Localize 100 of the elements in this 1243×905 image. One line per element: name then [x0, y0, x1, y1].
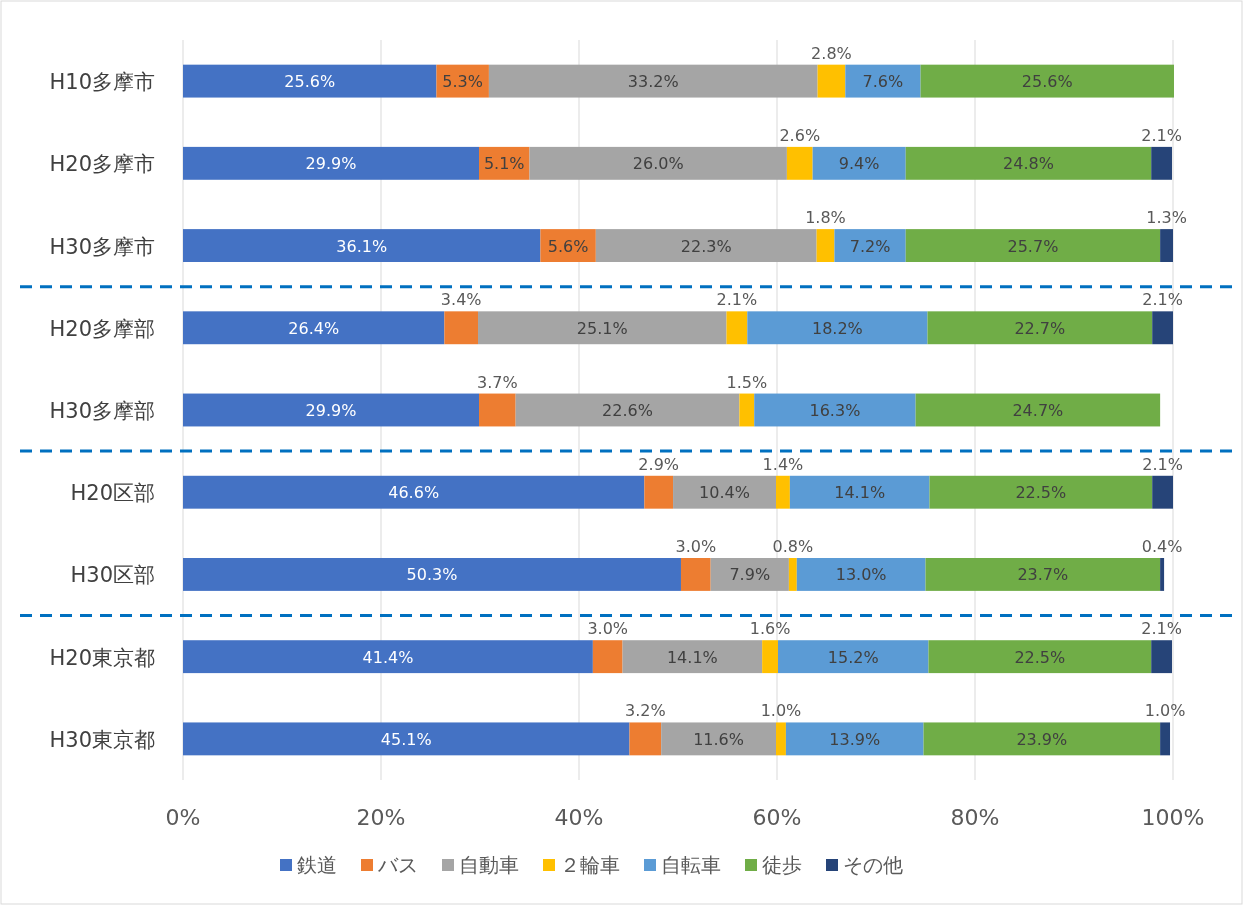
- bar: [927, 311, 1153, 345]
- bar: [929, 475, 1153, 509]
- bar: [183, 311, 445, 345]
- y-tick-label: H20区部: [70, 481, 155, 506]
- data-label: 22.7%: [1014, 318, 1066, 338]
- bar: [915, 393, 1161, 427]
- data-label: 25.6%: [284, 72, 336, 92]
- legend-label: 自転車: [661, 853, 721, 877]
- legend-label: その他: [843, 853, 903, 877]
- x-tick-label: 80%: [950, 805, 1000, 830]
- bar: [183, 64, 437, 98]
- data-label: 3.2%: [625, 701, 666, 721]
- bar: [754, 393, 916, 427]
- bar: [739, 393, 755, 427]
- data-label: 2.1%: [1142, 454, 1183, 474]
- data-label: 7.9%: [729, 565, 771, 585]
- bar: [183, 640, 593, 674]
- data-label: 23.7%: [1017, 565, 1069, 585]
- bar: [183, 558, 681, 591]
- bar: [925, 558, 1161, 591]
- x-tick-label: 40%: [554, 805, 604, 830]
- data-label: 50.3%: [406, 565, 458, 585]
- bar: [661, 722, 777, 756]
- data-label: 16.3%: [809, 401, 861, 420]
- bar: [905, 146, 1152, 180]
- bar: [726, 311, 748, 345]
- data-label: 15.2%: [827, 647, 879, 667]
- data-label: 1.6%: [749, 619, 791, 639]
- y-tick-label: H30多摩部: [49, 399, 155, 423]
- bar: [680, 558, 711, 591]
- data-label: 26.4%: [288, 318, 340, 338]
- data-label: 9.4%: [838, 154, 880, 174]
- data-label: 11.6%: [693, 729, 744, 749]
- bar: [478, 311, 727, 345]
- bar: [747, 311, 928, 345]
- bar: [785, 722, 924, 756]
- bar: [845, 64, 921, 98]
- data-label: 22.3%: [680, 236, 732, 256]
- data-label: 0.4%: [1141, 537, 1183, 556]
- bar: [1160, 722, 1171, 756]
- bar: [644, 475, 674, 509]
- data-label: 7.2%: [849, 236, 891, 256]
- y-tick-label: H10多摩市: [49, 70, 155, 95]
- data-label: 24.8%: [1003, 154, 1054, 174]
- data-label: 26.0%: [632, 154, 684, 174]
- y-tick-label: H20東京都: [49, 645, 155, 670]
- bar: [1160, 558, 1165, 591]
- bar: [817, 64, 846, 98]
- bar: [622, 640, 763, 674]
- data-label: 7.6%: [862, 72, 904, 92]
- bar: [183, 393, 480, 427]
- bar: [776, 475, 790, 509]
- bar: [479, 393, 516, 427]
- data-label: 1.3%: [1146, 208, 1187, 228]
- data-label: 24.7%: [1012, 401, 1064, 420]
- x-tick-label: 60%: [752, 805, 802, 830]
- y-tick-label: H20多摩市: [49, 152, 155, 177]
- data-label: 3.7%: [477, 372, 518, 392]
- y-tick-label: H30東京都: [49, 727, 155, 752]
- bar: [1151, 640, 1173, 674]
- bar: [777, 640, 929, 674]
- bar: [673, 475, 777, 509]
- data-label: 2.1%: [716, 290, 758, 310]
- data-label: 13.9%: [829, 729, 881, 749]
- data-label: 41.4%: [362, 647, 414, 667]
- data-label: 2.1%: [1141, 619, 1182, 639]
- bar: [444, 311, 479, 345]
- data-label: 22.5%: [1015, 483, 1067, 503]
- data-label: 3.4%: [440, 290, 482, 310]
- bar: [183, 475, 645, 509]
- bar: [762, 640, 778, 674]
- bar: [1152, 475, 1173, 509]
- data-label: 1.5%: [726, 372, 768, 392]
- data-label: 2.1%: [1142, 290, 1183, 310]
- data-label: 36.1%: [336, 236, 388, 256]
- bar: [592, 640, 623, 674]
- bar: [1152, 311, 1173, 345]
- bar: [488, 64, 818, 98]
- y-tick-label: H30区部: [70, 563, 155, 588]
- data-label: 2.6%: [779, 125, 821, 145]
- bar: [529, 146, 787, 180]
- bar: [789, 475, 930, 509]
- legend-label: ２輪車: [560, 853, 620, 877]
- data-label: 25.7%: [1007, 236, 1059, 256]
- data-label: 22.5%: [1014, 647, 1066, 667]
- legend-label: 鉄道: [297, 853, 337, 877]
- data-label: 25.6%: [1021, 72, 1073, 92]
- bar: [812, 146, 906, 180]
- bar: [928, 640, 1152, 674]
- bar: [183, 146, 480, 180]
- data-label: 13.0%: [835, 565, 887, 585]
- bar: [629, 722, 662, 756]
- bar: [816, 229, 835, 262]
- bar: [1160, 229, 1173, 262]
- y-tick-label: H20多摩部: [49, 316, 155, 341]
- legend-label: 徒歩: [762, 853, 802, 877]
- bar: [776, 722, 786, 756]
- data-label: 45.1%: [380, 729, 432, 749]
- bar: [515, 393, 740, 427]
- data-label: 1.8%: [805, 208, 846, 228]
